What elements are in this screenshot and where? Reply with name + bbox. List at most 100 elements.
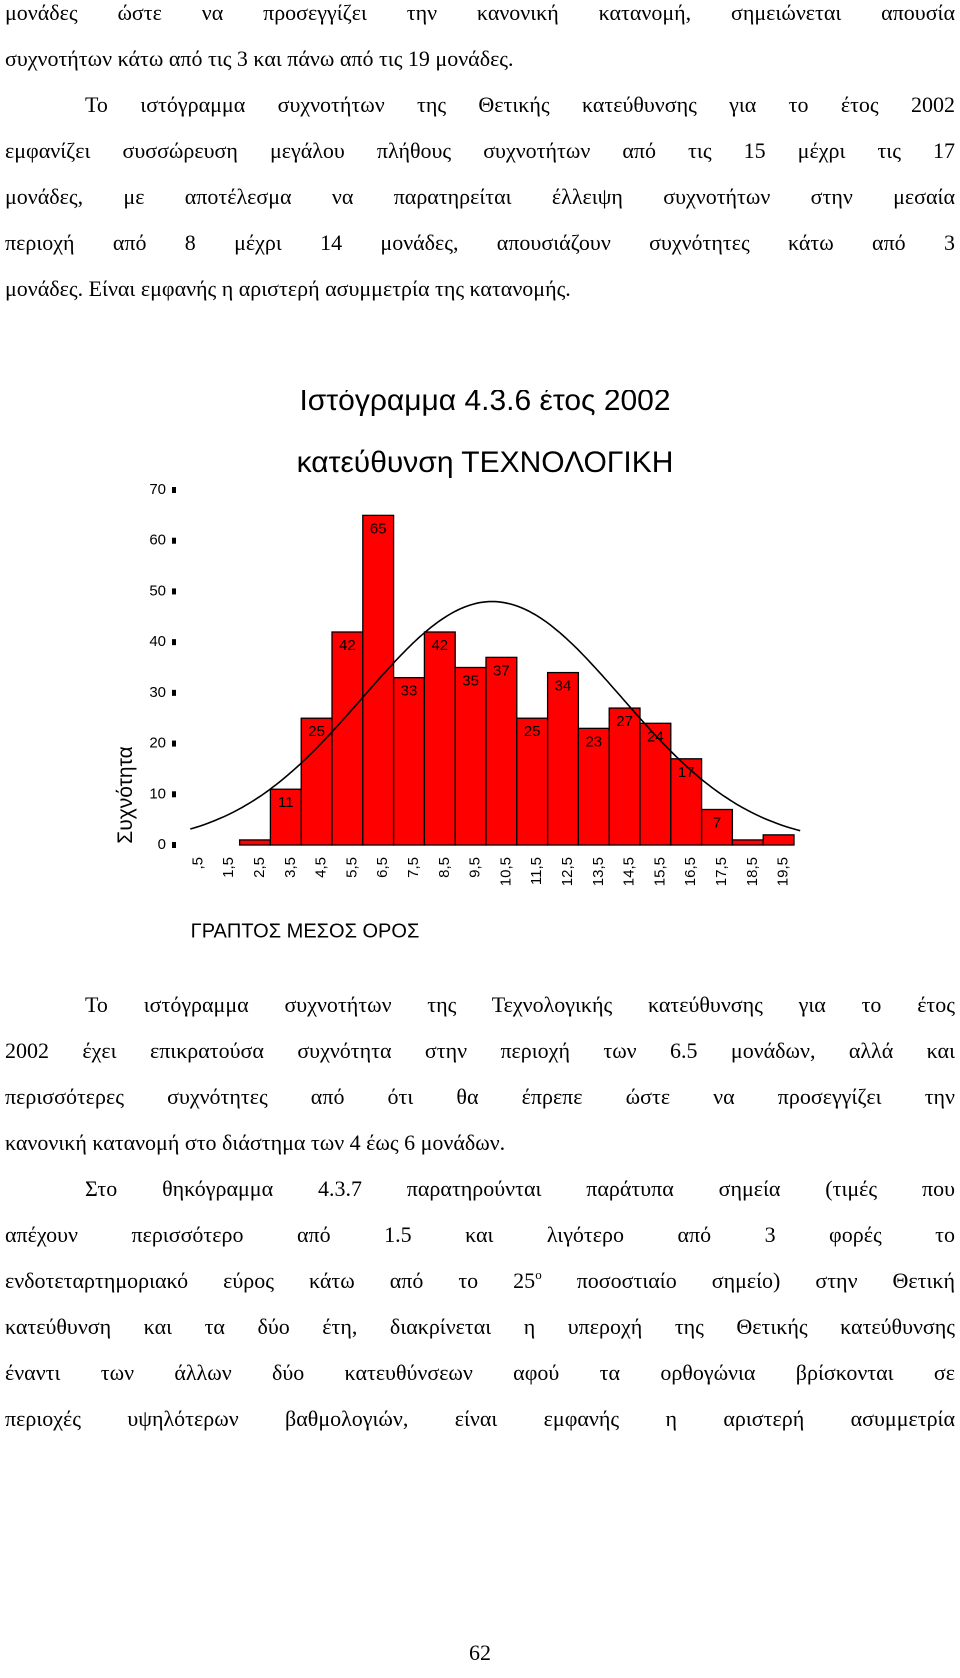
x-tick-label: 7,5 [405, 857, 422, 878]
y-tick-label: 40 [149, 633, 166, 650]
y-axis-label: Συχνότητα [114, 746, 137, 843]
histogram-bar [608, 707, 641, 846]
x-tick-label: 8,5 [436, 857, 453, 878]
y-tick-label: 0 [158, 836, 166, 853]
text-line: Στο θηκόγραμμα 4.3.7 παρατηρούνται παράτ… [85, 1176, 955, 1201]
histogram-bar [639, 722, 672, 846]
histogram-bar [454, 666, 487, 846]
text-line: κανονική κατανομή στο διάστημα των 4 έως… [5, 1130, 506, 1155]
histogram-bar [238, 839, 272, 846]
text-line: περιοχή από 8 μέχρι 14 μονάδες, απουσιάζ… [5, 230, 955, 255]
histogram-bar [762, 834, 795, 846]
histogram-chart: Ιστόγραμμα 4.3.6 έτος 2002 κατεύθυνση ΤΕ… [114, 390, 801, 942]
x-tick-label: 5,5 [343, 857, 360, 878]
x-axis: ,5 1,5 2,5 3,5 4,5 5,5 6,5 7,5 8,5 9,5 10,5 11,5 12,… [189, 857, 791, 886]
bar-value-label: 24 [647, 728, 664, 745]
top-paragraph: μονάδες ώστε να προσεγγίζει την κανονική… [5, 0, 955, 312]
bars-group [238, 514, 795, 846]
text-line: απέχουν περισσότερο από 1.5 και λιγότερο… [5, 1222, 955, 1247]
y-tick-label: 50 [149, 582, 166, 599]
y-tick-label: 30 [149, 684, 166, 701]
histogram-bar [392, 676, 426, 846]
histogram-bar [423, 631, 456, 846]
histogram-bar [577, 727, 610, 846]
bar-value-label: 37 [493, 662, 510, 679]
x-tick-label: 19,5 [775, 857, 792, 886]
y-tick-mark [172, 537, 176, 544]
x-tick-label: 16,5 [682, 857, 699, 886]
y-tick-mark [172, 842, 176, 848]
x-tick-label: 11,5 [528, 857, 545, 885]
x-tick-label: 4,5 [313, 857, 330, 878]
text-line: Το ιστόγραμμα συχνοτήτων της Τεχνολογική… [85, 992, 955, 1017]
text-line: 2002 έχει επικρατούσα συχνότητα στην περ… [5, 1038, 955, 1063]
y-tick-mark [172, 689, 176, 696]
text-fragment: ποσοστιαίο σημείο) στην Θετική [541, 1268, 955, 1293]
bar-value-label: 11 [278, 794, 294, 811]
bar-value-label: 27 [616, 713, 633, 730]
normal-curve [190, 600, 801, 832]
bar-value-label: 25 [308, 723, 325, 740]
y-tick-mark [172, 588, 176, 595]
histogram-bar [331, 631, 364, 846]
page-number: 62 [469, 1640, 491, 1665]
text-line: εμφανίζει συσσώρευση μεγάλου πλήθους συχ… [5, 138, 955, 163]
text-line: κατεύθυνση και τα δύο έτη, διακρίνεται η… [5, 1314, 955, 1339]
x-tick-label: 2,5 [251, 857, 268, 878]
y-tick-mark [172, 740, 176, 747]
text-fragment: ενδοτεταρτημοριακό εύρος κάτω από το 25 [5, 1268, 536, 1293]
histogram-bar [485, 656, 518, 846]
bar-value-label: 34 [555, 678, 572, 695]
x-axis-label: ΓΡΑΠΤΟΣ ΜΕΣΟΣ ΟΡΟΣ [191, 920, 420, 942]
chart-title: Ιστόγραμμα 4.3.6 έτος 2002 [299, 390, 670, 417]
x-tick-label: 1,5 [220, 857, 237, 878]
x-tick-label: 13,5 [590, 857, 607, 886]
bar-value-label: 42 [339, 637, 356, 654]
x-tick-label: 17,5 [713, 857, 730, 886]
y-tick-mark [172, 791, 176, 798]
x-tick-label: 14,5 [621, 857, 638, 886]
data-labels-group: 11 25 42 65 33 42 35 37 25 34 23 27 24 17 7 [278, 520, 721, 831]
text-line: περιοχές υψηλότερων βαθμολογιών, είναι ε… [5, 1406, 955, 1431]
bar-value-label: 42 [431, 637, 448, 654]
text-line: συχνοτήτων κάτω από τις 3 και πάνω από τ… [5, 46, 514, 71]
histogram-bar [269, 788, 302, 846]
bottom-paragraphs: Το ιστόγραμμα συχνοτήτων της Τεχνολογική… [5, 982, 955, 1442]
x-tick-label: 6,5 [374, 857, 391, 878]
bar-value-label: 7 [713, 815, 721, 832]
text-line: ενδοτεταρτημοριακό εύρος κάτω από το 25ο… [5, 1258, 955, 1304]
y-tick-label: 70 [149, 481, 166, 498]
text-line: μονάδες, με αποτέλεσμα να παρατηρείται έ… [5, 184, 955, 209]
bar-value-label: 17 [678, 764, 695, 781]
superscript: ο [535, 1267, 542, 1282]
histogram-bar [700, 808, 734, 846]
bar-value-label: 23 [585, 733, 602, 750]
text-line: έναντι των άλλων δύο κατευθύνσεων αφού τ… [5, 1360, 955, 1385]
y-tick-mark [172, 639, 176, 646]
x-tick-label: 9,5 [467, 857, 484, 878]
x-tick-label: ,5 [189, 857, 206, 870]
text-line: περισσότερες συχνότητες από ότι θα έπρεπ… [5, 1084, 955, 1109]
y-tick-label: 10 [149, 785, 166, 802]
x-tick-label: 18,5 [744, 857, 761, 886]
y-tick-label: 60 [149, 532, 166, 549]
x-tick-label: 15,5 [651, 857, 668, 886]
x-tick-label: 10,5 [497, 857, 514, 886]
y-tick-label: 20 [149, 735, 166, 752]
histogram-bar [300, 717, 333, 846]
histogram-bar [670, 758, 703, 846]
y-tick-mark [172, 487, 176, 493]
bar-value-label: 35 [462, 673, 479, 690]
bar-value-label: 25 [524, 723, 541, 740]
bar-value-label: 65 [370, 520, 387, 537]
text-line: μονάδες ώστε να προσεγγίζει την κανονική… [5, 0, 955, 25]
chart-subtitle: κατεύθυνση ΤΕΧΝΟΛΟΓΙΚΗ [297, 446, 674, 479]
x-tick-label: 3,5 [282, 857, 299, 878]
x-tick-label: 12,5 [559, 857, 576, 886]
text-line: Το ιστόγραμμα συχνοτήτων της Θετικής κατ… [85, 92, 955, 117]
y-axis: 0 10 20 30 40 50 60 70 [149, 481, 176, 853]
histogram-bar [546, 671, 580, 846]
text-line: μονάδες. Είναι εμφανής η αριστερή ασυμμε… [5, 276, 571, 301]
bar-value-label: 33 [401, 683, 418, 700]
histogram-bar [731, 839, 764, 846]
